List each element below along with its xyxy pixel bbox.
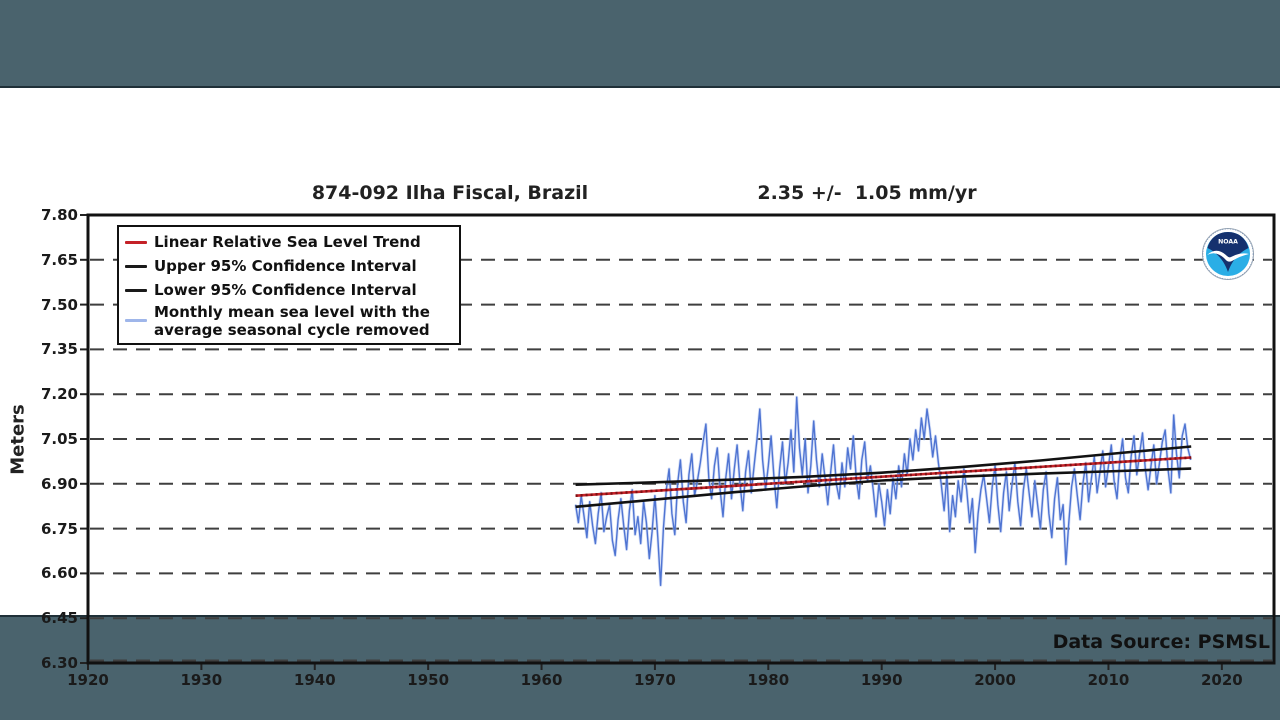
x-tick-label: 1970 [634,671,676,689]
y-tick-label: 7.50 [40,295,78,314]
x-tick-label: 1920 [67,671,109,689]
y-tick-label: 6.30 [40,654,78,672]
noaa-logo-text: NOAA [1218,239,1238,246]
legend-label: Linear Relative Sea Level Trend [154,232,421,251]
x-tick-label: 2000 [974,671,1016,689]
chart-legend: Linear Relative Sea Level Trend Upper 95… [117,225,461,345]
noaa-logo-icon: NOAA [1202,228,1254,280]
data-source-credit: Data Source: PSMSL [1052,631,1270,653]
x-tick-label: 1980 [747,671,790,689]
legend-label: Monthly mean sea level with the average … [154,302,430,339]
y-tick-label: 7.80 [40,206,78,224]
trend-line-swatch [125,240,147,244]
x-tick-label: 1950 [407,671,450,689]
legend-item-lower-ci: Lower 95% Confidence Interval [125,278,453,302]
legend-item-monthly: Monthly mean sea level with the average … [125,302,453,339]
x-tick-label: 1960 [520,671,563,689]
y-tick-label: 7.65 [40,250,78,269]
x-tick-label: 1930 [180,671,223,689]
y-tick-label: 7.35 [40,340,78,359]
y-tick-label: 7.05 [40,430,78,448]
y-tick-label: 6.45 [40,609,78,628]
y-tick-label: 6.90 [40,474,78,493]
legend-label: Upper 95% Confidence Interval [154,256,417,275]
lower-ci-line-swatch [125,288,147,292]
upper-ci-line-swatch [125,264,147,268]
x-tick-label: 1990 [860,671,903,689]
x-tick-label: 2010 [1087,671,1130,689]
x-tick-label: 2020 [1200,671,1243,689]
chart-panel: 874-092 Ilha Fiscal, Brazil 2.35 +/- 1.0… [0,86,1280,689]
legend-item-upper-ci: Upper 95% Confidence Interval [125,254,453,278]
legend-label: Lower 95% Confidence Interval [154,280,417,299]
y-tick-label: 6.75 [40,519,78,538]
station-title: 874-092 Ilha Fiscal, Brazil [311,182,589,204]
trend-rate-title: 2.35 +/- 1.05 mm/yr [757,182,977,204]
monthly-line-swatch [125,319,147,322]
x-tick-label: 1940 [293,671,336,689]
legend-item-trend: Linear Relative Sea Level Trend [125,230,453,254]
y-tick-label: 7.20 [40,385,78,404]
y-tick-label: 6.60 [40,564,78,583]
